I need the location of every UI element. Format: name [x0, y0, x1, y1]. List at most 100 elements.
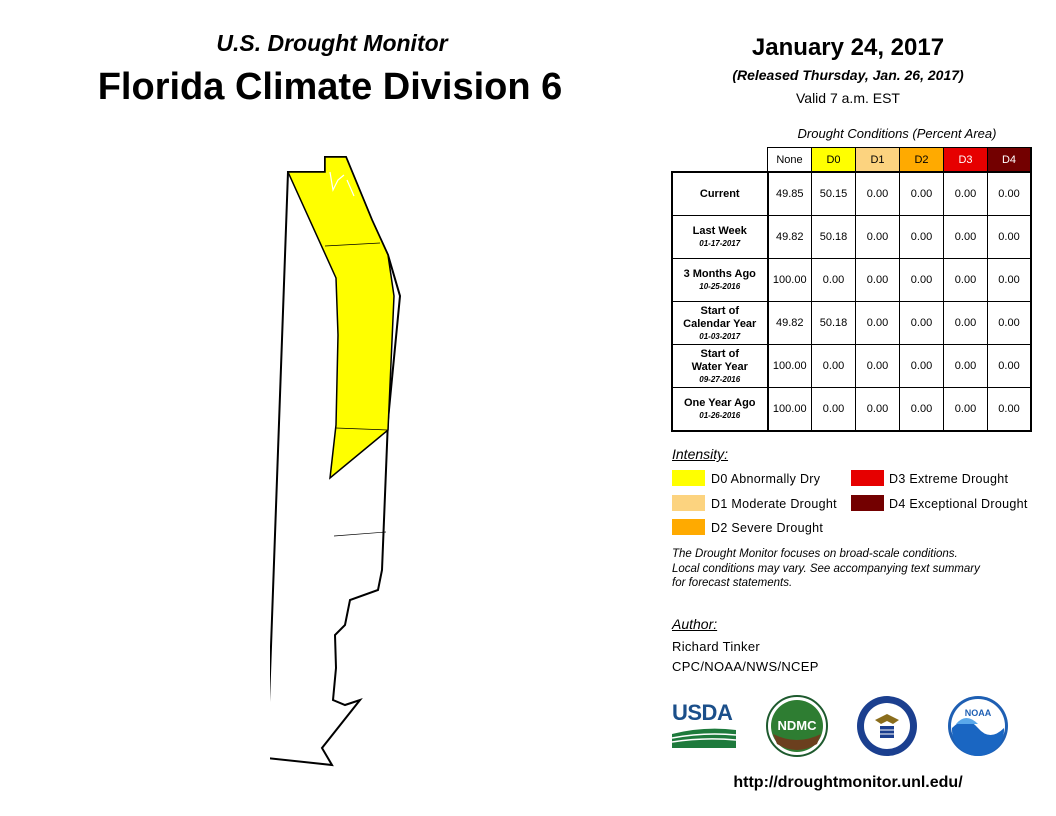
row-label-text: Last Week	[692, 225, 747, 237]
table-row: Start of Calendar Year 01-03-2017 49.82 5…	[671, 301, 1032, 345]
cell-d4: 0.00	[987, 387, 1032, 432]
cell-d1: 0.00	[855, 344, 900, 388]
cell-d3: 0.00	[943, 387, 988, 432]
website-url[interactable]: http://droughtmonitor.unl.edu/	[733, 774, 963, 791]
table-header-row: None D0 D1 D2 D3 D4	[672, 147, 1032, 173]
row-label: Start of Water Year 09-27-2016	[671, 344, 769, 388]
release-date: (Released Thursday, Jan. 26, 2017)	[732, 67, 964, 83]
cell-d2: 0.00	[899, 215, 944, 259]
author-heading: Author:	[672, 616, 718, 632]
county-line	[335, 427, 389, 431]
cell-d4: 0.00	[987, 171, 1032, 216]
table-row: Last Week 01-17-2017 49.82 50.18 0.00 0.0…	[671, 215, 1032, 259]
cell-d4: 0.00	[987, 301, 1032, 345]
legend-label-d3: D3 Extreme Drought	[889, 472, 1009, 486]
cell-d4: 0.00	[987, 344, 1032, 388]
d0-area	[286, 156, 395, 480]
row-label: One Year Ago 01-26-2016	[671, 387, 769, 432]
noaa-logo: NOAA	[948, 696, 1008, 756]
map-subtitle: U.S. Drought Monitor	[216, 30, 448, 56]
row-label-text: 3 Months Ago	[683, 268, 756, 280]
cell-d1: 0.00	[855, 301, 900, 345]
cell-d2: 0.00	[899, 171, 944, 216]
cell-none: 100.00	[767, 344, 812, 388]
cell-d0: 50.18	[811, 301, 856, 345]
cell-d1: 0.00	[855, 215, 900, 259]
county-line	[333, 531, 387, 537]
table-header-blank	[672, 148, 768, 173]
cell-d4: 0.00	[987, 258, 1032, 302]
col-header-d3: D3	[943, 147, 988, 173]
ndmc-logo: NDMC	[766, 695, 828, 757]
table-caption: Drought Conditions (Percent Area)	[797, 126, 997, 141]
usda-logo-text: USDA	[672, 700, 733, 725]
valid-time: Valid 7 a.m. EST	[795, 90, 900, 106]
cell-d0: 50.18	[811, 215, 856, 259]
division-map	[270, 156, 402, 767]
cell-none: 49.82	[767, 301, 812, 345]
cell-d3: 0.00	[943, 344, 988, 388]
author-block: Richard Tinker CPC/NOAA/NWS/NCEP	[672, 637, 819, 677]
row-label: 3 Months Ago 10-25-2016	[671, 258, 769, 302]
cell-d0: 0.00	[811, 258, 856, 302]
ndmc-logo-text: NDMC	[778, 718, 818, 733]
cell-d3: 0.00	[943, 258, 988, 302]
row-label: Current	[671, 171, 769, 216]
drought-conditions-table: None D0 D1 D2 D3 D4 Current 49.85 50.15 …	[671, 147, 1032, 432]
cell-d3: 0.00	[943, 171, 988, 216]
row-date: 01-26-2016	[699, 411, 741, 420]
map-date: January 24, 2017	[751, 34, 945, 61]
cell-none: 49.82	[767, 215, 812, 259]
cell-none: 100.00	[767, 258, 812, 302]
row-date: 01-17-2017	[699, 239, 741, 248]
disclaimer-note: The Drought Monitor focuses on broad-sca…	[672, 547, 980, 591]
cell-none: 100.00	[767, 387, 812, 432]
table-row: 3 Months Ago 10-25-2016 100.00 0.00 0.00 …	[671, 258, 1032, 302]
table-row: Start of Water Year 09-27-2016 100.00 0.0…	[671, 344, 1032, 388]
cell-none: 49.85	[767, 171, 812, 216]
cell-d0: 50.15	[811, 171, 856, 216]
note-line: for forecast statements.	[672, 577, 793, 589]
row-date: 09-27-2016	[699, 374, 741, 384]
row-date: 01-03-2017	[699, 331, 741, 341]
coast-detail	[329, 171, 345, 192]
cell-d3: 0.00	[943, 301, 988, 345]
legend-label-d0: D0 Abnormally Dry	[711, 472, 821, 486]
table-row: One Year Ago 01-26-2016 100.00 0.00 0.00 …	[671, 387, 1032, 432]
legend-swatch-d2	[672, 519, 705, 535]
row-label-text: Current	[699, 187, 740, 200]
usda-logo: USDA	[671, 700, 737, 750]
row-label: Start of Calendar Year 01-03-2017	[671, 301, 769, 345]
legend-swatch-d1	[672, 495, 705, 511]
cell-d2: 0.00	[899, 387, 944, 432]
row-label-text: Start of Calendar Year	[683, 304, 757, 330]
row-date: 10-25-2016	[699, 282, 741, 291]
col-header-none: None	[767, 147, 812, 173]
legend-heading: Intensity:	[672, 446, 729, 462]
author-org: CPC/NOAA/NWS/NCEP	[672, 659, 819, 674]
row-label-text: One Year Ago	[683, 397, 756, 409]
county-line	[324, 242, 381, 247]
col-header-d0: D0	[811, 147, 856, 173]
cell-d0: 0.00	[811, 344, 856, 388]
col-header-d2: D2	[899, 147, 944, 173]
cell-d3: 0.00	[943, 215, 988, 259]
legend-swatch-d4	[851, 495, 884, 511]
commerce-seal-logo	[857, 696, 917, 756]
usda-logo-mark	[671, 728, 737, 748]
cell-d2: 0.00	[899, 301, 944, 345]
noaa-logo-text: NOAA	[965, 708, 992, 718]
table-row: Current 49.85 50.15 0.00 0.00 0.00 0.00	[671, 171, 1032, 216]
row-label: Last Week 01-17-2017	[671, 215, 769, 259]
cell-d0: 0.00	[811, 387, 856, 432]
legend-label-d2: D2 Severe Drought	[711, 521, 824, 535]
legend-label-d1: D1 Moderate Drought	[711, 497, 837, 511]
note-line: The Drought Monitor focuses on broad-sca…	[672, 548, 958, 560]
cell-d1: 0.00	[855, 171, 900, 216]
cell-d2: 0.00	[899, 344, 944, 388]
legend-swatch-d0	[672, 470, 705, 486]
cell-d4: 0.00	[987, 215, 1032, 259]
coast-detail	[346, 179, 355, 197]
row-label-text: Start of Water Year	[691, 347, 748, 373]
col-header-d4: D4	[987, 147, 1032, 173]
